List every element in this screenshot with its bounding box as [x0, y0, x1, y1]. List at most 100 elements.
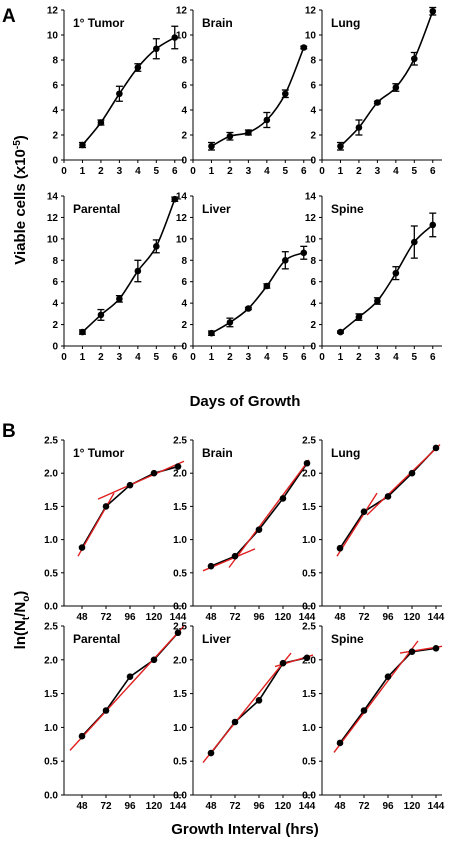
panel-b-lung-y-tick-label: 0.0: [302, 602, 316, 613]
panel-a-parental-data-point: [134, 267, 142, 275]
panel-b-lung-y-tick-label: 2.0: [302, 469, 316, 480]
panel-b-lung-data-point: [360, 508, 368, 516]
panel-b-spine-y-tick-label: 1.0: [302, 723, 316, 734]
panel-a-spine-y-tick-label: 14: [305, 192, 317, 203]
panel-b-lung-x-tick-label: 144: [428, 612, 445, 623]
panel-a-spine-y-tick-label: 2: [310, 320, 316, 331]
panel-a-spine-data-point: [411, 238, 418, 246]
panel-b-liver-fit-line-1: [202, 652, 292, 763]
panel-a-1-tumor-data-point: [171, 34, 179, 41]
panel-b-brain-x-tick-label: 120: [275, 612, 292, 623]
panel-a-1-tumor-data-point: [97, 119, 105, 126]
panel-a-lung-data-point: [355, 124, 363, 131]
panel-a-brain-title: Brain: [202, 16, 233, 30]
panel-a-brain-y-tick-label: 2: [181, 131, 187, 142]
panel-a-brain-y-tick-label: 4: [181, 106, 187, 117]
panel-b-parental-y-tick-label: 2.5: [44, 622, 58, 633]
panel-a-parental-y-tick-label: 8: [52, 256, 58, 267]
panel-b-1-tumor-subplot: 0.0 0.5 1.0 1.5 2.0 2.5 48 72 96 120 144 1° Tumor: [44, 436, 187, 624]
panel-b-parental-x-tick-label: 144: [170, 801, 187, 812]
panel-b-lung-data-point: [384, 493, 392, 500]
panel-a-brain-data-point: [282, 90, 289, 98]
panel-a-parental-x-tick-label: 2: [98, 352, 104, 363]
panel-a-lung-y-tick-label: 6: [310, 81, 316, 92]
panel-b-spine-x-tick-label: 120: [404, 801, 421, 812]
panel-a-1-tumor-data-point: [79, 141, 86, 149]
panel-b-letter: B: [2, 421, 16, 442]
panel-a-liver-data-point: [208, 329, 215, 337]
panel-b-y-axis-title-sub-t: t: [21, 616, 32, 620]
panel-b-1-tumor-x-tick-label: 96: [124, 612, 136, 623]
panel-a-1-tumor-y-tick-label: 12: [47, 6, 59, 17]
panel-a-liver-y-tick-label: 8: [181, 256, 187, 267]
panel-a-spine-title: Spine: [331, 202, 364, 216]
panel-b-brain-y-tick-label: 2.5: [173, 436, 187, 447]
panel-b-parental-data-point: [102, 707, 110, 714]
panel-a-spine-data-point: [429, 221, 437, 229]
panel-b-liver-data-point: [231, 718, 239, 726]
panel-b-1-tumor-title: 1° Tumor: [73, 446, 125, 460]
panel-a-spine-x-tick-label: 4: [393, 352, 399, 363]
panel-b-lung-fit-line-1: [336, 492, 378, 557]
panel-a-1-tumor-y-tick-label: 8: [52, 56, 58, 67]
panel-a-lung-y-tick-label: 12: [305, 6, 317, 17]
panel-a-y-axis-title-close: ): [12, 135, 29, 140]
panel-a-lung-data-point: [392, 84, 400, 91]
panel-b-parental-y-tick-label: 1.5: [44, 689, 58, 700]
panel-a-brain-y-tick-label: 10: [176, 31, 188, 42]
panel-b-parental-y-tick-label: 1.0: [44, 723, 58, 734]
panel-b-parental-y-tick-label: 0.0: [44, 791, 58, 802]
panel-b-1-tumor-y-tick-label: 0.5: [44, 568, 58, 579]
panel-a-lung-x-tick-label: 2: [356, 166, 362, 177]
panel-a-liver-x-tick-label: 1: [209, 352, 215, 363]
panel-a-lung-data-point: [411, 55, 418, 63]
panel-b-brain-series-line: [210, 462, 308, 567]
panel-a-1-tumor-x-tick-label: 4: [135, 166, 141, 177]
panel-a-spine-y-tick-label: 12: [305, 213, 317, 224]
panel-a-parental-data-point: [153, 243, 160, 250]
panel-a-liver-y-tick-label: 12: [176, 213, 188, 224]
panel-b-spine-data-point: [384, 673, 392, 680]
panel-a-liver-x-tick-label: 5: [283, 352, 289, 363]
panel-a-parental-y-tick-label: 6: [52, 277, 58, 288]
panel-a-brain-data-point: [226, 132, 234, 140]
panel-a-lung-x-tick-label: 3: [375, 166, 381, 177]
panel-b-liver-x-tick-label: 120: [275, 801, 292, 812]
panel-a-lung-y-tick-label: 8: [310, 56, 316, 67]
panel-b-brain-y-tick-label: 1.5: [173, 502, 187, 513]
panel-a-1-tumor-y-tick-label: 4: [52, 106, 58, 117]
panel-b-parental-y-tick-label: 2.0: [44, 655, 58, 666]
panel-b-spine-fit-line-1: [333, 640, 419, 753]
panel-b-parental-data-point: [150, 656, 158, 664]
panel-a-1-tumor-x-tick-label: 5: [154, 166, 160, 177]
panel-a-parental-data-point: [79, 328, 86, 336]
panel-b-brain-y-tick-label: 1.0: [173, 535, 187, 546]
panel-b-brain-data-point: [207, 562, 215, 570]
panel-b-spine-x-tick-label: 96: [382, 801, 394, 812]
panel-b-lung-y-tick-label: 1.5: [302, 502, 316, 513]
panel-b-liver-subplot: 0.0 0.5 1.0 1.5 2.0 2.5 48 72 96 120 144 Liver: [173, 622, 316, 813]
panel-b-liver-y-tick-label: 2.5: [173, 622, 187, 633]
panel-b-lung-y-tick-label: 2.5: [302, 436, 316, 447]
panel-a-spine-data-point: [355, 313, 363, 321]
panel-b-brain-fit-line-2: [228, 459, 310, 568]
panel-a-lung-x-tick-label: 5: [412, 166, 418, 177]
panel-b-1-tumor-fit-line-2: [97, 460, 185, 500]
panel-b-brain-y-tick-label: 0.5: [173, 568, 187, 579]
panel-b-parental-x-tick-label: 72: [100, 801, 112, 812]
panel-b-1-tumor-data-point: [78, 544, 86, 551]
panel-b-lung-x-tick-label: 120: [404, 612, 421, 623]
panel-b-1-tumor-x-tick-label: 144: [170, 612, 187, 623]
panel-b-1-tumor-series-line: [81, 465, 179, 548]
panel-b-spine-y-tick-label: 0.0: [302, 791, 316, 802]
panel-a-lung-series-line: [339, 10, 434, 147]
panel-a-spine-y-tick-label: 4: [310, 299, 316, 310]
panel-a-liver-y-tick-label: 14: [176, 192, 188, 203]
panel-a-spine-x-tick-label: 0: [319, 352, 325, 363]
panel-b-liver-data-point: [303, 654, 311, 662]
panel-b-lung-y-tick-label: 1.0: [302, 535, 316, 546]
panel-a-1-tumor-data-point: [116, 90, 123, 98]
